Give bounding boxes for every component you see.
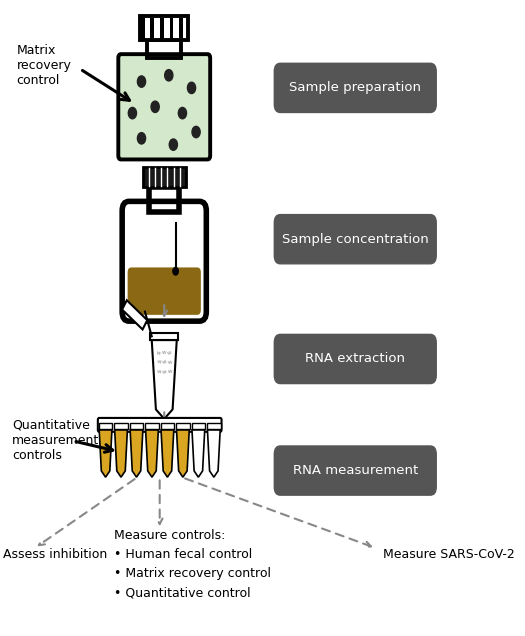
Bar — [150, 187, 179, 212]
Text: Measure SARS-CoV-2: Measure SARS-CoV-2 — [383, 548, 514, 561]
Bar — [145, 423, 159, 429]
FancyBboxPatch shape — [274, 64, 436, 113]
Circle shape — [169, 139, 177, 150]
Circle shape — [128, 107, 136, 119]
Bar — [160, 18, 164, 39]
Polygon shape — [145, 430, 159, 477]
Text: w: w — [167, 359, 172, 365]
Polygon shape — [130, 430, 143, 477]
Bar — [130, 423, 143, 429]
Circle shape — [138, 133, 145, 144]
FancyBboxPatch shape — [274, 214, 436, 264]
Bar — [170, 18, 173, 39]
Bar — [179, 18, 183, 39]
Text: w: w — [167, 350, 172, 356]
Circle shape — [138, 76, 145, 87]
Bar — [150, 333, 178, 340]
Text: RNA measurement: RNA measurement — [292, 464, 418, 477]
Bar — [143, 167, 186, 187]
Bar — [147, 40, 181, 58]
Text: w: w — [156, 359, 161, 365]
Text: Sample preparation: Sample preparation — [289, 81, 421, 94]
Circle shape — [178, 107, 186, 119]
FancyBboxPatch shape — [118, 54, 210, 160]
FancyBboxPatch shape — [274, 446, 436, 495]
Polygon shape — [152, 340, 177, 419]
Text: w: w — [162, 359, 167, 365]
Polygon shape — [192, 430, 205, 477]
Circle shape — [165, 69, 173, 81]
Text: w: w — [161, 350, 167, 356]
Text: w: w — [167, 369, 172, 375]
FancyBboxPatch shape — [122, 202, 206, 321]
Text: Matrix
recovery
control: Matrix recovery control — [16, 44, 71, 86]
Circle shape — [173, 268, 178, 275]
Text: Measure controls:
• Human fecal control
• Matrix recovery control
• Quantitative: Measure controls: • Human fecal control … — [114, 529, 271, 599]
Text: RNA extraction: RNA extraction — [305, 352, 405, 366]
Polygon shape — [114, 430, 128, 477]
Bar — [151, 18, 154, 39]
Circle shape — [187, 82, 196, 93]
Polygon shape — [99, 430, 112, 477]
Bar — [99, 423, 112, 429]
Bar — [176, 423, 190, 429]
Text: w: w — [156, 369, 161, 374]
Text: w: w — [156, 350, 162, 356]
Text: Sample concentration: Sample concentration — [282, 233, 428, 245]
Polygon shape — [207, 430, 220, 477]
FancyBboxPatch shape — [274, 335, 436, 384]
Text: Quantitative
measurement
controls: Quantitative measurement controls — [12, 419, 99, 462]
Polygon shape — [161, 430, 174, 477]
Bar — [192, 423, 205, 429]
Polygon shape — [176, 430, 189, 477]
Bar — [140, 17, 188, 40]
Bar — [122, 300, 148, 329]
FancyBboxPatch shape — [98, 418, 222, 432]
Circle shape — [192, 127, 200, 137]
Bar — [207, 423, 220, 429]
Bar — [161, 423, 174, 429]
Circle shape — [151, 101, 159, 113]
Bar — [141, 18, 144, 39]
Text: Assess inhibition: Assess inhibition — [3, 548, 107, 561]
FancyBboxPatch shape — [128, 268, 201, 315]
Bar — [114, 423, 128, 429]
Text: w: w — [161, 368, 167, 375]
Bar — [150, 187, 179, 212]
